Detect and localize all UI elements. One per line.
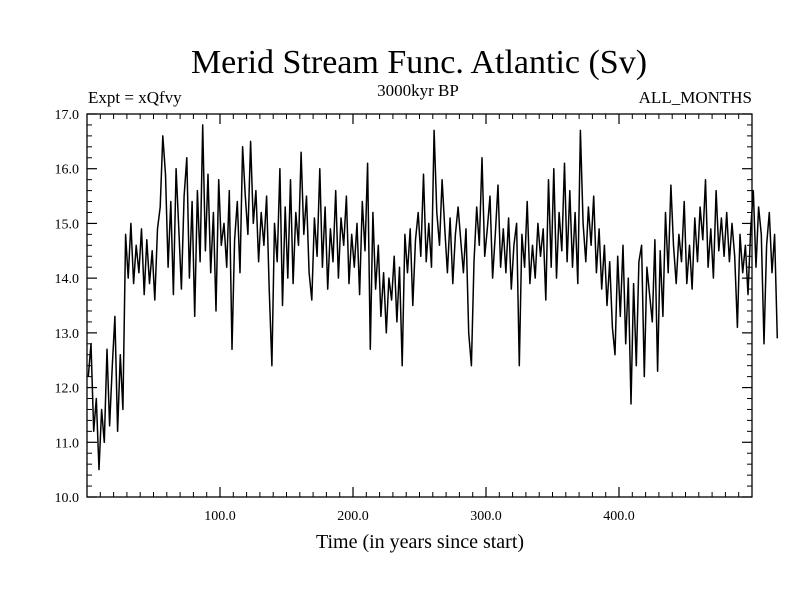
y-tick-label: 13.0 xyxy=(55,327,80,342)
y-tick-label: 17.0 xyxy=(55,108,80,123)
y-tick-label: 15.0 xyxy=(55,217,80,232)
x-tick-label: 400.0 xyxy=(603,509,635,524)
x-tick-label: 200.0 xyxy=(337,509,369,524)
y-tick-label: 12.0 xyxy=(55,382,80,397)
x-tick-label: 100.0 xyxy=(204,509,236,524)
y-tick-label: 10.0 xyxy=(55,491,80,506)
plot-frame xyxy=(86,113,753,498)
experiment-label: Expt = xQfvy xyxy=(88,88,182,107)
months-label: ALL_MONTHS xyxy=(639,88,752,107)
x-axis-label: Time (in years since start) xyxy=(316,531,524,553)
y-tick-label: 11.0 xyxy=(55,436,79,451)
y-tick-label: 16.0 xyxy=(55,163,80,178)
period-label: 3000kyr BP xyxy=(377,81,459,100)
y-tick-label: 14.0 xyxy=(55,272,80,287)
x-tick-label: 300.0 xyxy=(470,509,502,524)
chart-title: Merid Stream Func. Atlantic (Sv) xyxy=(191,44,647,81)
series-line xyxy=(87,124,779,471)
plot-area: 100.0 200.0 300.0 400.0 10.0 11.0 12.0 13.0 14.0… xyxy=(55,108,779,524)
